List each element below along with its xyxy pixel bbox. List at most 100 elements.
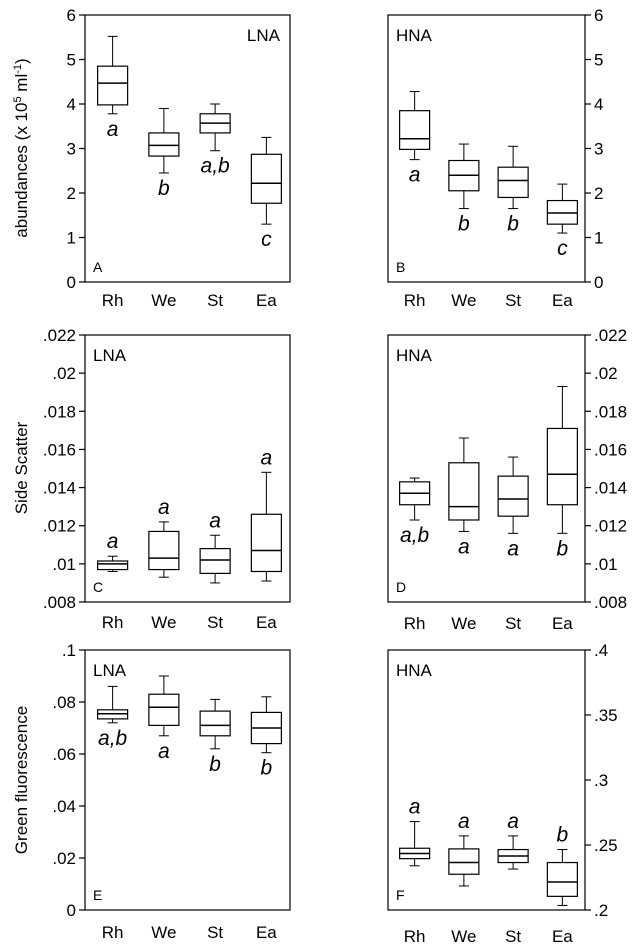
y-tick-label: .014 (43, 479, 76, 498)
panel-letter: B (396, 259, 405, 275)
x-tick-label: Ea (552, 291, 573, 310)
box (148, 132, 180, 157)
x-tick-label: St (505, 927, 521, 946)
y-tick-label: 5 (67, 51, 76, 70)
box (250, 153, 282, 204)
y-axis-label-part: 5 (12, 96, 24, 102)
x-tick-label: Ea (256, 613, 277, 632)
y-tick-label: .25 (594, 836, 618, 855)
significance-letter: a (158, 496, 170, 519)
x-tick-label: St (207, 613, 223, 632)
y-tick-label: .01 (52, 555, 76, 574)
box (250, 513, 282, 573)
x-tick-label: Ea (552, 614, 573, 633)
y-tick-label: .06 (52, 745, 76, 764)
significance-letter: a (458, 810, 470, 833)
x-tick-label: St (207, 923, 223, 942)
significance-letter: a,b (400, 524, 430, 547)
y-tick-label: .04 (52, 797, 76, 816)
y-axis-label: Side Scatter (12, 421, 31, 514)
y-tick-label: 3 (67, 140, 76, 159)
significance-letter: a,b (98, 727, 128, 750)
x-tick-label: St (505, 614, 521, 633)
x-tick-label: We (151, 291, 176, 310)
group-label: LNA (93, 346, 127, 365)
y-tick-label: 6 (594, 6, 603, 25)
box (546, 427, 578, 506)
panel-letter: C (93, 579, 103, 595)
box (546, 861, 578, 897)
box (148, 530, 180, 571)
panel-letter: A (93, 259, 103, 275)
y-axis-label: Green fluorescence (12, 706, 31, 854)
y-tick-label: .1 (62, 641, 76, 660)
significance-letter: b (557, 537, 569, 560)
x-tick-label: St (207, 291, 223, 310)
y-tick-label: .018 (594, 402, 627, 421)
group-label: HNA (396, 346, 433, 365)
y-tick-label: .008 (43, 593, 76, 612)
significance-letter: a (158, 740, 170, 763)
y-tick-label: .022 (594, 326, 627, 345)
significance-letter: a (107, 118, 119, 141)
y-tick-label: .4 (594, 641, 608, 660)
y-tick-label: 1 (67, 229, 76, 248)
y-tick-label: 0 (67, 273, 76, 292)
y-tick-label: 2 (67, 184, 76, 203)
significance-letter: b (507, 213, 519, 236)
x-tick-label: We (151, 923, 176, 942)
y-tick-label: .012 (43, 517, 76, 536)
y-tick-label: 0 (594, 273, 603, 292)
panel: .2 .25 .3 .35 .4 Rh a We a St a Ea b F HNA (387, 641, 618, 946)
significance-letter: b (158, 177, 170, 200)
y-tick-label: .02 (594, 364, 618, 383)
box (199, 710, 231, 737)
y-tick-label: .2 (594, 901, 608, 920)
y-axis-label: abundances (x 105 ml-1) (12, 58, 31, 237)
panel: .008 .01 .012 .014 .016 .018 .02 .022 Rh a,b We a St… (387, 326, 627, 633)
y-tick-label: .018 (43, 402, 76, 421)
x-tick-label: We (151, 613, 176, 632)
group-label: LNA (93, 661, 127, 680)
y-tick-label: .02 (52, 849, 76, 868)
significance-letter: a (261, 446, 273, 469)
x-tick-label: Rh (102, 291, 124, 310)
panel: 0 .02 .04 .06 .08 .1 Green fluorescence Rh a,b We… (12, 641, 291, 942)
y-tick-label: 2 (594, 184, 603, 203)
x-tick-label: Rh (404, 614, 426, 633)
box (199, 547, 231, 574)
significance-letter: a (507, 810, 519, 833)
y-axis-label-part: ml (12, 74, 31, 97)
significance-letter: a (107, 530, 119, 553)
y-tick-label: 0 (67, 901, 76, 920)
y-axis-label-part: Side Scatter (12, 421, 31, 514)
plot-frame (84, 14, 291, 283)
x-tick-label: We (451, 927, 476, 946)
y-tick-label: 5 (594, 51, 603, 70)
box (399, 110, 431, 150)
panel-letter: D (396, 579, 406, 595)
significance-letter: a (507, 537, 519, 560)
group-label: HNA (396, 26, 433, 45)
y-tick-label: .012 (594, 517, 627, 536)
y-tick-label: .01 (594, 555, 618, 574)
x-tick-label: Rh (404, 291, 426, 310)
plot-frame (387, 334, 586, 603)
y-axis-label-part: ) (12, 58, 31, 64)
panel: .008 .01 .012 .014 .016 .018 .02 .022 Side Scatt… (12, 326, 291, 632)
panel-letter: F (396, 887, 405, 903)
y-tick-label: 4 (594, 95, 603, 114)
box (148, 693, 180, 727)
y-tick-label: .02 (52, 364, 76, 383)
y-axis-label-part: Green fluorescence (12, 706, 31, 854)
y-tick-label: 4 (67, 95, 76, 114)
significance-letter: c (261, 228, 272, 251)
x-tick-label: We (451, 291, 476, 310)
y-axis-label-part: abundances (x 10 (12, 103, 31, 238)
box (448, 848, 480, 875)
y-tick-label: .08 (52, 693, 76, 712)
y-tick-label: .3 (594, 771, 608, 790)
x-tick-label: Rh (404, 927, 426, 946)
